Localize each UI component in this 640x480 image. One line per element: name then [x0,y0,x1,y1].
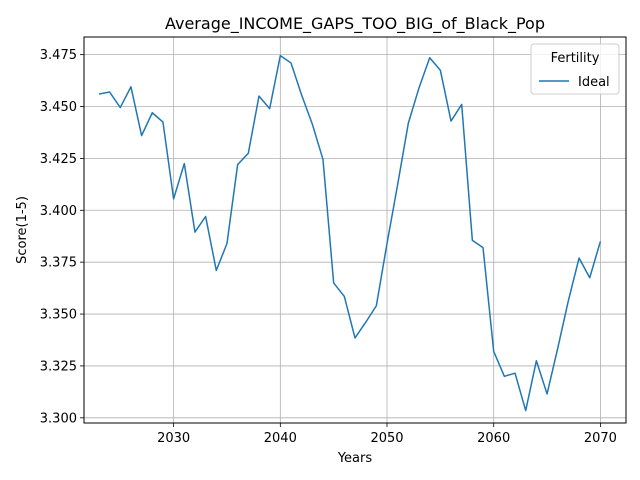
grid-lines [84,37,626,423]
legend-label-ideal: Ideal [578,75,610,90]
series-line-ideal [98,54,602,412]
y-tick-label: 3.325 [40,359,77,374]
y-tick-label: 3.450 [40,100,77,115]
y-tick-label: 3.375 [40,256,77,271]
x-axis-label: Years [337,451,373,466]
y-axis-label: Score(1-5) [15,196,30,264]
legend: Fertility Ideal [530,43,620,95]
y-tick-label: 3.475 [40,48,77,63]
y-tick-label: 3.425 [40,152,77,167]
x-tick-label: 2050 [370,431,403,446]
x-tick-label: 2040 [264,431,297,446]
x-tick-label: 2030 [157,431,190,446]
plot-area-frame [83,36,627,424]
x-axis-ticks: 2030 2040 2050 2060 2070 [157,423,617,446]
x-tick-label: 2070 [584,431,617,446]
y-axis-ticks: 3.300 3.325 3.350 3.375 3.400 3.425 3.450 3.475 [40,48,84,426]
legend-title: Fertility [551,51,600,66]
series-layer [98,54,602,412]
chart-title: Average_INCOME_GAPS_TOO_BIG_of_Black_Pop [165,14,545,34]
x-tick-label: 2060 [477,431,510,446]
y-tick-label: 3.300 [40,411,77,426]
y-tick-label: 3.350 [40,308,77,323]
y-tick-label: 3.400 [40,204,77,219]
